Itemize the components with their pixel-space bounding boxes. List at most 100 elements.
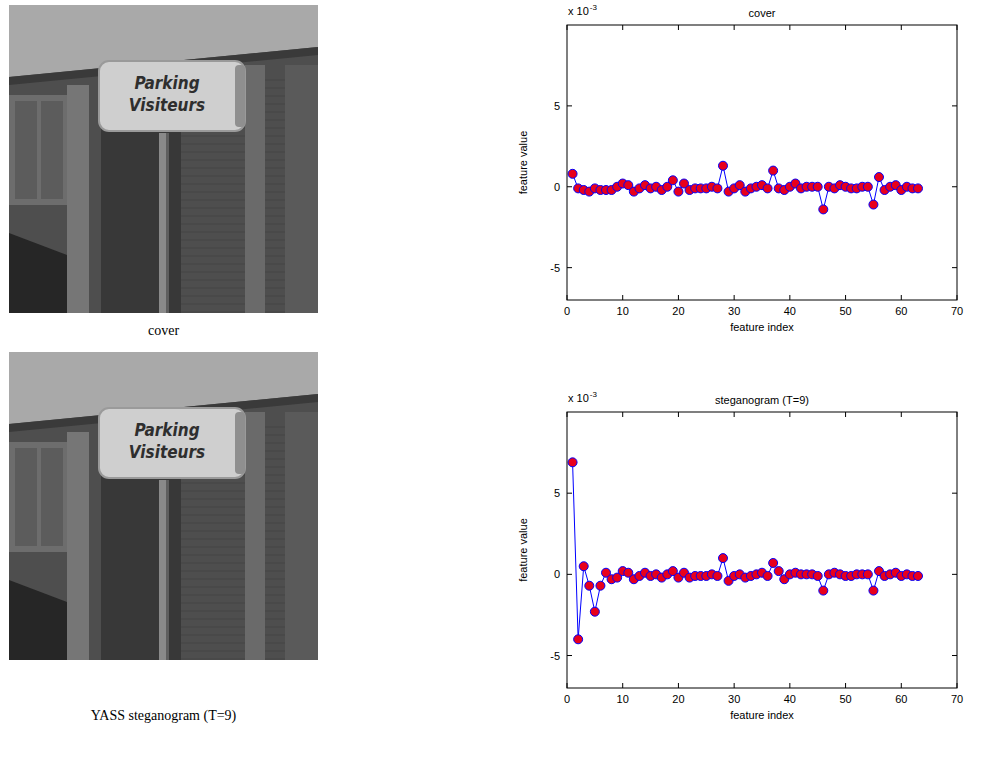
x-tick (678, 25, 679, 30)
marker (914, 571, 923, 580)
photo: ParkingVisiteurs (9, 352, 318, 660)
marker (719, 161, 728, 170)
marker (713, 571, 722, 580)
x-tick (622, 295, 623, 300)
y-tick (952, 105, 957, 106)
y-axis-title: feature value (517, 518, 529, 582)
window-pane (15, 448, 37, 546)
y-tick-label: 0 (554, 181, 560, 193)
sign-text: Parking (134, 420, 199, 440)
pole (159, 480, 168, 660)
axis-multiplier: x 10 (568, 5, 589, 17)
pole-shade (166, 133, 169, 313)
window-pane (41, 448, 63, 546)
marker (585, 581, 594, 590)
marker (596, 581, 605, 590)
y-tick (567, 105, 572, 106)
sign-text: Visiteurs (129, 95, 205, 115)
x-tick (789, 412, 790, 417)
sign-text: Parking (134, 73, 199, 93)
x-tick (734, 25, 735, 30)
sign (99, 408, 245, 478)
sign-text: Visiteurs (129, 442, 205, 462)
ground (9, 233, 67, 313)
y-tick (952, 267, 957, 268)
y-tick-label: -5 (550, 262, 560, 274)
marker (763, 571, 772, 580)
marker (674, 187, 683, 196)
x-tick (845, 25, 846, 30)
marker (863, 570, 872, 579)
x-tick (789, 25, 790, 30)
plot-area (567, 412, 957, 688)
x-tick (789, 295, 790, 300)
x-tick-label: 0 (564, 305, 570, 317)
plot-frame (567, 25, 957, 300)
series-line (573, 462, 918, 639)
x-tick (734, 683, 735, 688)
data-layer (568, 458, 922, 644)
y-tick (952, 186, 957, 187)
x-tick-label: 10 (617, 305, 629, 317)
marker (568, 169, 577, 178)
marker (719, 554, 728, 563)
window-pane (15, 101, 37, 199)
marker (568, 458, 577, 467)
x-tick (901, 683, 902, 688)
x-axis-title: feature index (730, 321, 794, 333)
ground (9, 580, 67, 660)
y-tick (952, 574, 957, 575)
y-tick-label: 0 (554, 568, 560, 580)
x-tick (734, 295, 735, 300)
x-tick (789, 683, 790, 688)
marker (774, 567, 783, 576)
marker (763, 184, 772, 193)
caption: cover (148, 323, 179, 338)
marker (769, 558, 778, 567)
x-tick-label: 0 (564, 693, 570, 705)
chart-title: cover (749, 7, 776, 19)
x-tick-label: 60 (895, 305, 907, 317)
pole (159, 133, 168, 313)
x-tick (845, 412, 846, 417)
x-tick (734, 412, 735, 417)
marker (813, 571, 822, 580)
x-tick (622, 683, 623, 688)
y-tick (567, 493, 572, 494)
marker (668, 176, 677, 185)
axis-multiplier-exponent: -3 (590, 390, 598, 399)
x-tick-label: 50 (839, 693, 851, 705)
x-tick (845, 295, 846, 300)
window-pane (41, 101, 63, 199)
marker (914, 184, 923, 193)
x-tick-label: 30 (728, 693, 740, 705)
marker (813, 182, 822, 191)
marker (869, 200, 878, 209)
plot-area (567, 25, 957, 300)
column (285, 412, 318, 660)
x-tick-label: 30 (728, 305, 740, 317)
x-tick (901, 25, 902, 30)
x-axis-title: feature index (730, 709, 794, 721)
pillar (67, 85, 89, 313)
x-tick (901, 412, 902, 417)
column (245, 65, 265, 313)
marker (574, 635, 583, 644)
sign-edge (235, 412, 245, 474)
sign (99, 61, 245, 131)
x-tick-label: 20 (672, 305, 684, 317)
y-tick-label: 5 (554, 100, 560, 112)
y-tick (567, 574, 572, 575)
chart: 010203040506070-505x 10-3coverfeature in… (517, 3, 963, 333)
marker (819, 205, 828, 214)
y-tick (567, 186, 572, 187)
marker (713, 184, 722, 193)
data-layer (568, 161, 922, 214)
marker (769, 166, 778, 175)
marker (590, 607, 599, 616)
y-tick (952, 655, 957, 656)
series-line (573, 166, 918, 210)
x-tick (622, 412, 623, 417)
x-tick (622, 25, 623, 30)
x-tick-label: 20 (672, 693, 684, 705)
